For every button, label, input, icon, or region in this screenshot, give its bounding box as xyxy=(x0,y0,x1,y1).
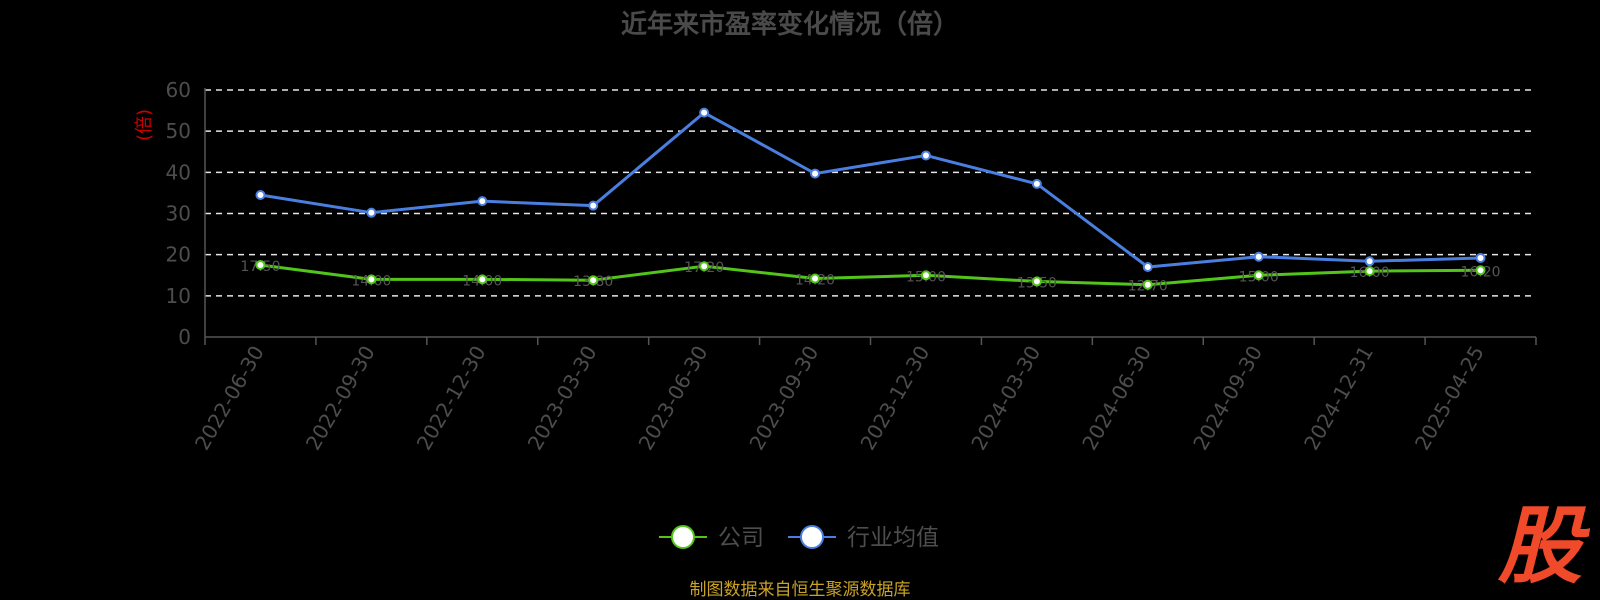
y-tick-label: 50 xyxy=(166,119,191,143)
data-point[interactable] xyxy=(477,196,488,207)
legend-item-industry-average[interactable]: 行业均值 xyxy=(788,525,939,551)
x-tick-label: 2024-03-30 xyxy=(966,342,1045,455)
data-point[interactable] xyxy=(366,274,377,285)
x-tick-label: 2023-09-30 xyxy=(744,342,823,455)
data-point[interactable] xyxy=(1253,270,1264,281)
data-point[interactable] xyxy=(1364,256,1375,267)
grid-lines xyxy=(205,89,1536,297)
x-tick-label: 2024-12-31 xyxy=(1299,342,1378,455)
data-point[interactable] xyxy=(1364,266,1375,277)
x-tick-label: 2022-09-30 xyxy=(301,342,380,455)
axes: 0 10 20 30 40 50 60 2022-06-30 2022-09-30 2022-12… xyxy=(166,78,1537,455)
legend-item-company[interactable]: 公司 xyxy=(659,525,764,551)
data-point[interactable] xyxy=(255,259,266,270)
y-tick-label: 10 xyxy=(166,284,191,308)
legend-company-label: 公司 xyxy=(718,525,764,551)
data-point[interactable] xyxy=(477,274,488,285)
data-source-note: 制图数据来自恒生聚源数据库 xyxy=(690,580,911,600)
series-lines xyxy=(260,111,1481,287)
legend[interactable]: 公司 行业均值 xyxy=(659,525,939,551)
y-tick-label: 20 xyxy=(166,243,191,267)
data-point[interactable] xyxy=(1142,279,1153,290)
x-tick-label: 2022-12-30 xyxy=(412,341,491,454)
data-point[interactable] xyxy=(699,107,710,118)
data-point[interactable] xyxy=(1475,252,1486,263)
data-point[interactable] xyxy=(588,200,599,211)
data-point[interactable] xyxy=(1253,251,1264,262)
data-point[interactable] xyxy=(255,189,266,200)
data-point[interactable] xyxy=(810,168,821,179)
data-point[interactable] xyxy=(1142,262,1153,273)
x-tick-label: 2023-06-30 xyxy=(634,342,713,455)
data-point[interactable] xyxy=(588,275,599,286)
x-tick-label: 2024-06-30 xyxy=(1077,342,1156,455)
chart-title: 近年来市盈率变化情况（倍） xyxy=(621,9,959,40)
data-point[interactable] xyxy=(1031,276,1042,287)
data-point[interactable] xyxy=(1475,265,1486,276)
x-tick-label: 2025-04-25 xyxy=(1410,342,1489,455)
legend-company-marker xyxy=(671,525,695,549)
x-tick-label: 2023-12-30 xyxy=(855,341,934,454)
y-axis-unit: (倍) xyxy=(134,109,155,141)
data-point[interactable] xyxy=(699,261,710,272)
x-tick-label: 2022-06-30 xyxy=(190,342,269,455)
y-tick-label: 40 xyxy=(166,160,191,184)
y-tick-label: 30 xyxy=(166,202,191,226)
data-point[interactable] xyxy=(1031,178,1042,189)
x-tick-label: 2023-03-30 xyxy=(523,342,602,455)
data-point[interactable] xyxy=(920,270,931,281)
data-point[interactable] xyxy=(366,207,377,218)
y-tick-label: 0 xyxy=(178,325,191,349)
series-points: 17.5014.0014.0013.8017.2014.2015.0013.50… xyxy=(240,107,1501,295)
x-tick-label: 2024-09-30 xyxy=(1188,342,1267,455)
y-tick-label: 60 xyxy=(166,78,191,102)
data-point[interactable] xyxy=(810,273,821,284)
series-line-company xyxy=(260,263,1481,287)
series-line-industry-average xyxy=(260,111,1481,269)
legend-industry-label: 行业均值 xyxy=(847,525,939,551)
legend-industry-marker xyxy=(800,525,824,549)
brand-logo-icon: 股 xyxy=(1497,497,1591,595)
data-point[interactable] xyxy=(920,150,931,161)
